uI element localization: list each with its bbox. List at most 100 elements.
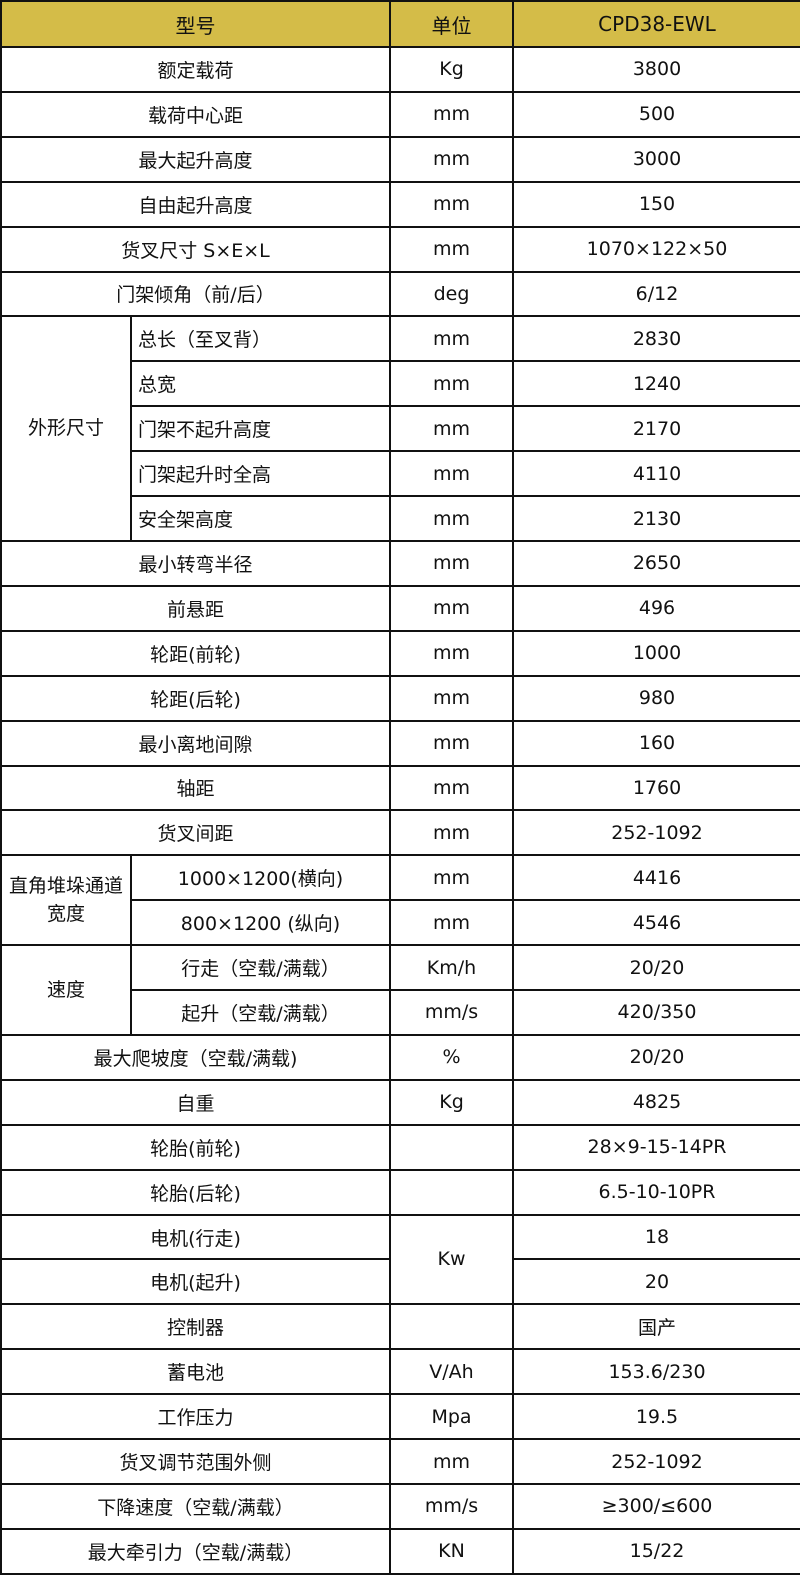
unit-cell: mm/s (389, 989, 514, 1036)
item-name: 蓄电池 (0, 1348, 391, 1396)
header-row: 型号 单位 CPD38-EWL (0, 0, 800, 48)
value-cell: 18 (512, 1213, 800, 1261)
value-cell: ≥300/≤600 (512, 1483, 800, 1530)
table-row: 最小转弯半径 mm 2650 (0, 539, 800, 587)
value-cell: 2830 (512, 315, 800, 363)
group-label: 直角堆垛通道宽度 (0, 854, 132, 947)
value-cell: 3800 (512, 46, 800, 93)
unit-cell: mm (389, 674, 514, 722)
value-cell: 420/350 (512, 989, 800, 1036)
table-row: 门架不起升高度 mm 2170 (1, 405, 800, 453)
sub-item-name: 总长（至叉背） (130, 315, 391, 363)
value-cell: 2650 (512, 539, 800, 587)
unit-cell: mm (389, 360, 514, 408)
item-name: 自重 (0, 1078, 391, 1126)
table-row: 最小离地间隙 mm 160 (0, 719, 800, 767)
value-cell: 1240 (512, 360, 800, 408)
sub-item-name: 安全架高度 (130, 495, 391, 542)
unit-cell (389, 1123, 514, 1171)
value-cell: 150 (512, 180, 800, 228)
item-name: 载荷中心距 (0, 90, 391, 138)
unit-cell: mm (389, 629, 514, 677)
table-row: 控制器 国产 (0, 1303, 800, 1351)
value-cell: 3000 (512, 135, 800, 183)
item-name: 下降速度（空载/满载） (0, 1483, 391, 1530)
sub-item-name: 1000×1200(横向) (130, 854, 391, 902)
value-cell: 国产 (512, 1303, 800, 1351)
unit-cell: mm (389, 764, 514, 812)
item-name: 货叉间距 (0, 809, 391, 857)
table-row: 自重 Kg 4825 (0, 1078, 800, 1126)
value-cell: 2170 (512, 405, 800, 453)
item-name: 电机(行走) (0, 1213, 391, 1261)
item-name: 最大起升高度 (0, 135, 391, 183)
unit-cell: mm (389, 1438, 514, 1485)
item-name: 最小离地间隙 (0, 719, 391, 767)
value-cell: 1000 (512, 629, 800, 677)
unit-cell: Mpa (389, 1393, 514, 1441)
item-name: 轮距(后轮) (0, 674, 391, 722)
unit-cell: % (389, 1033, 514, 1081)
value-cell: 6/12 (512, 270, 800, 318)
unit-cell: mm (389, 90, 514, 138)
unit-cell: Km/h (389, 944, 514, 992)
spec-body: 额定载荷 Kg 3800 载荷中心距 mm 500 最大起升高度 mm 3000 自由起升高度 mm… (0, 46, 800, 1575)
item-name: 门架倾角（前/后） (0, 270, 391, 318)
table-row: 门架倾角（前/后） deg 6/12 (0, 270, 800, 318)
value-cell: 4416 (512, 854, 800, 902)
table-row: 最大爬坡度（空载/满载)% 20/20 (0, 1033, 800, 1081)
unit-cell: mm (389, 180, 514, 228)
unit-cell: mm (389, 719, 514, 767)
unit-cell (389, 1168, 514, 1216)
table-row: 货叉调节范围外侧 mm 252-1092 (0, 1438, 800, 1485)
item-name: 工作压力 (0, 1393, 391, 1441)
value-cell: 4825 (512, 1078, 800, 1126)
value-cell: 4110 (512, 450, 800, 498)
unit-cell: Kw (389, 1213, 514, 1306)
table-row: 起升（空载/满载） mm/s 420/350 (1, 989, 800, 1036)
unit-cell: mm (389, 405, 514, 453)
table-row: 自由起升高度 mm 150 (0, 180, 800, 228)
sub-item-name: 800×1200 (纵向) (130, 899, 391, 947)
table-row: 工作压力 Mpa 19.5 (0, 1393, 800, 1441)
unit-cell: KN (389, 1527, 514, 1575)
unit-cell: mm (389, 315, 514, 363)
unit-cell: mm (389, 135, 514, 183)
table-row: 蓄电池 V/Ah 153.6/230 (0, 1348, 800, 1396)
table-row: 最大起升高度 mm 3000 (0, 135, 800, 183)
table-row: 安全架高度 mm 2130 (1, 495, 800, 542)
table-row: 电机(行走) Kw 18 (0, 1213, 800, 1306)
unit-cell: Kg (389, 1078, 514, 1126)
value-cell: 2130 (512, 495, 800, 542)
unit-cell: mm/s (389, 1483, 514, 1530)
unit-cell: Kg (389, 46, 514, 93)
value-cell: 1760 (512, 764, 800, 812)
item-name: 货叉调节范围外侧 (0, 1438, 391, 1485)
sub-item-name: 总宽 (130, 360, 391, 408)
group-label: 外形尺寸 (0, 315, 132, 542)
item-name: 最大爬坡度（空载/满载) (0, 1033, 391, 1081)
item-name: 轮距(前轮) (0, 629, 391, 677)
unit-cell: mm (389, 584, 514, 632)
sub-item-name: 门架起升时全高 (130, 450, 391, 498)
table-row: 货叉尺寸 S×E×L mm 1070×122×50 (0, 225, 800, 273)
table-row: 外形尺寸 总长（至叉背） mm 2830 (0, 315, 800, 542)
sub-item-name: 行走（空载/满载） (130, 944, 391, 992)
item-name: 控制器 (0, 1303, 391, 1351)
value-cell: 6.5-10-10PR (512, 1168, 800, 1216)
value-cell: 20 (512, 1258, 800, 1306)
table-row: 轴距 mm 1760 (0, 764, 800, 812)
unit-cell: mm (389, 225, 514, 273)
value-cell: 1070×122×50 (512, 225, 800, 273)
group-label: 速度 (0, 944, 132, 1036)
item-name: 货叉尺寸 S×E×L (0, 225, 391, 273)
table-row: 额定载荷 Kg 3800 (0, 46, 800, 93)
unit-cell (389, 1303, 514, 1351)
table-row: 直角堆垛通道宽度 1000×1200(横向) mm 4416 (0, 854, 800, 947)
header-name: 型号 (0, 0, 391, 48)
table-row: 轮距(后轮) mm 980 (0, 674, 800, 722)
value-cell: 496 (512, 584, 800, 632)
unit-cell: V/Ah (389, 1348, 514, 1396)
value-cell: 980 (512, 674, 800, 722)
